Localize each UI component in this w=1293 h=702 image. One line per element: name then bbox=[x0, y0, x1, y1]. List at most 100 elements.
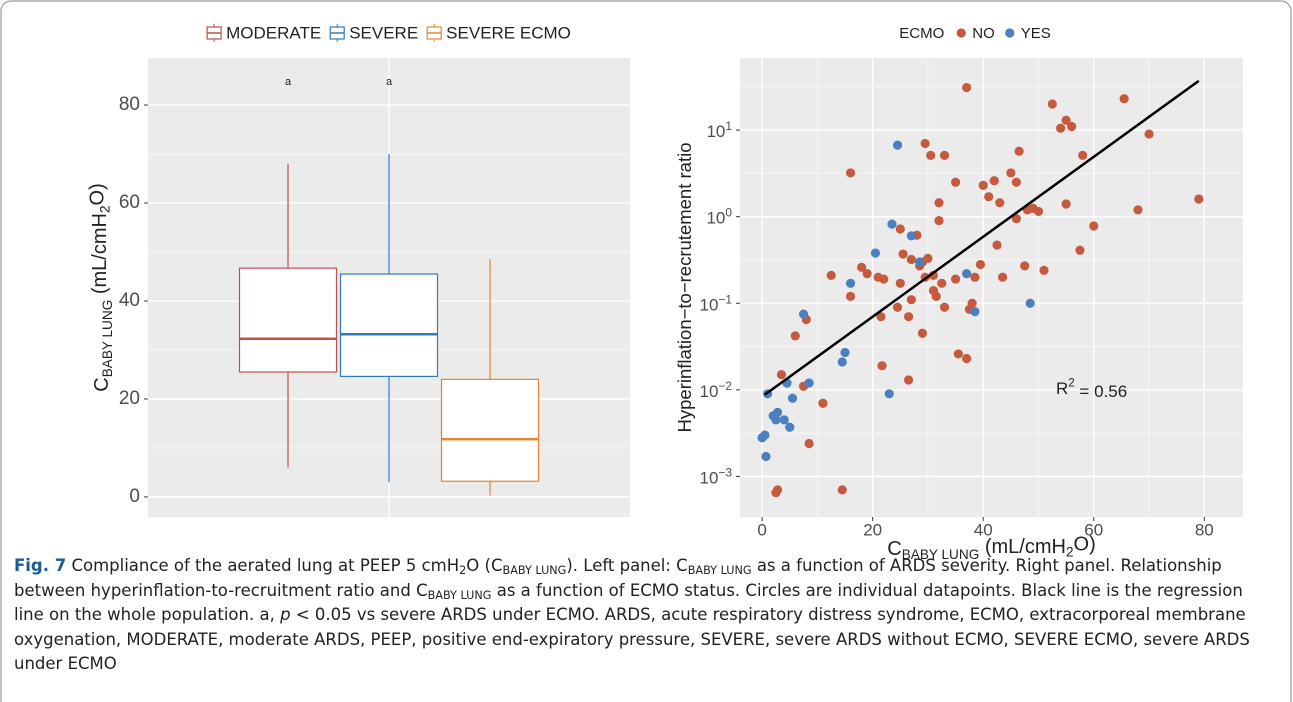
caption-subscript: 2 bbox=[459, 563, 467, 577]
point bbox=[887, 219, 897, 229]
y-tick-exponent: 1 bbox=[725, 119, 732, 133]
point bbox=[892, 140, 903, 150]
point bbox=[962, 269, 972, 279]
point bbox=[785, 422, 795, 432]
y-tick-exponent: −2 bbox=[718, 379, 732, 393]
x-axis-label: CBABY LUNG (mL/cmH2O) bbox=[887, 534, 1095, 562]
y-tick-base: 10 bbox=[706, 123, 725, 142]
point bbox=[895, 224, 905, 234]
point bbox=[931, 291, 941, 302]
point bbox=[798, 309, 809, 319]
y-tick-label: 100 bbox=[706, 206, 732, 228]
point bbox=[906, 295, 916, 305]
point bbox=[937, 278, 947, 288]
point bbox=[970, 307, 980, 317]
y-tick-exponent: −1 bbox=[718, 292, 732, 306]
point bbox=[997, 272, 1008, 282]
point bbox=[1075, 245, 1085, 255]
point bbox=[837, 485, 847, 495]
point bbox=[989, 176, 999, 186]
point bbox=[1055, 123, 1066, 133]
point bbox=[1061, 115, 1071, 125]
label-part: C bbox=[91, 377, 113, 391]
point bbox=[992, 240, 1002, 250]
point bbox=[876, 312, 886, 322]
annotation: a bbox=[285, 76, 292, 88]
x-tick-label: 0 bbox=[757, 520, 766, 539]
point bbox=[870, 248, 881, 258]
label-part: = 0.56 bbox=[1075, 382, 1127, 401]
caption-text: ). Left panel: C bbox=[566, 556, 688, 575]
legend-key bbox=[956, 28, 966, 38]
point bbox=[898, 249, 908, 259]
y-tick-exponent: −3 bbox=[718, 466, 732, 480]
point bbox=[903, 312, 914, 322]
y-tick-label: 80 bbox=[119, 94, 140, 115]
point bbox=[787, 393, 798, 403]
box bbox=[339, 273, 439, 378]
caption-text: Compliance of the aerated lung at PEEP 5… bbox=[66, 556, 460, 575]
caption-text: p bbox=[280, 605, 291, 625]
point bbox=[995, 198, 1005, 208]
label-part: C bbox=[887, 538, 901, 560]
subscript: BABY LUNG bbox=[99, 300, 114, 378]
point bbox=[857, 262, 867, 272]
point bbox=[845, 168, 856, 178]
legend: ECMO NO YES bbox=[899, 25, 1051, 42]
point bbox=[923, 253, 933, 263]
point bbox=[1047, 99, 1057, 109]
y-tick-exponent: 0 bbox=[725, 206, 732, 220]
caption-subscript: BABY LUNG bbox=[427, 588, 492, 602]
point bbox=[967, 298, 977, 308]
y-tick-label: 10−1 bbox=[700, 292, 733, 314]
legend-label: YES bbox=[1021, 25, 1051, 42]
point bbox=[950, 274, 961, 284]
point bbox=[950, 177, 961, 187]
caption-label: Fig. 7 bbox=[14, 556, 67, 575]
point bbox=[804, 378, 814, 388]
label-part: (mL/cmH bbox=[979, 536, 1066, 558]
point bbox=[920, 138, 930, 149]
subscript: BABY LUNG bbox=[902, 546, 980, 561]
point bbox=[962, 353, 972, 364]
caption: Fig. 7 Compliance of the aerated lung at… bbox=[14, 554, 1276, 677]
point bbox=[1014, 146, 1024, 156]
point bbox=[895, 278, 905, 288]
point bbox=[934, 198, 944, 208]
point bbox=[934, 216, 944, 226]
point bbox=[1025, 298, 1035, 308]
point bbox=[978, 180, 988, 190]
box bbox=[238, 267, 338, 373]
y-tick-label: 40 bbox=[119, 290, 140, 311]
point bbox=[962, 82, 972, 93]
caption-text: < 0.05 vs severe ARDS under ECMO. ARDS, … bbox=[14, 605, 1250, 674]
y-tick-base: 10 bbox=[706, 209, 725, 228]
point bbox=[818, 398, 828, 408]
point bbox=[845, 291, 856, 302]
subscript: 2 bbox=[1066, 544, 1074, 559]
y-tick-label: 20 bbox=[119, 388, 140, 409]
point bbox=[970, 272, 980, 282]
point bbox=[826, 270, 836, 280]
point bbox=[1039, 265, 1049, 275]
point bbox=[926, 150, 936, 161]
point bbox=[884, 389, 894, 399]
point bbox=[1067, 121, 1077, 132]
point bbox=[984, 192, 994, 202]
point bbox=[877, 361, 887, 371]
point bbox=[840, 347, 850, 358]
y-tick-base: 10 bbox=[700, 469, 719, 488]
legend-label: SEVERE ECMO bbox=[446, 23, 571, 42]
y-axis-label: CBABY LUNG (mL/cmH2O) bbox=[87, 183, 115, 391]
point bbox=[776, 369, 787, 380]
point bbox=[1078, 150, 1088, 161]
caption-subscript: BABY LUNG bbox=[502, 563, 567, 577]
point bbox=[892, 302, 903, 312]
point bbox=[1011, 177, 1021, 187]
point bbox=[939, 150, 950, 161]
annotation: a bbox=[386, 76, 393, 88]
legend-title: ECMO bbox=[899, 25, 944, 42]
point bbox=[1033, 206, 1044, 217]
